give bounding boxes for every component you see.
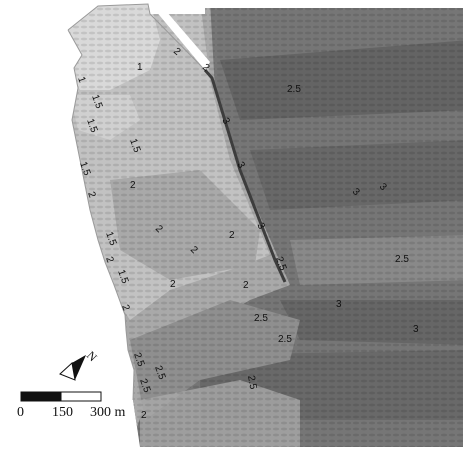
contour-label: 3 (234, 160, 247, 171)
scale-bar: 0 150 300 m (17, 391, 126, 420)
north-label: N (84, 348, 100, 364)
contour-label: 2 (200, 62, 212, 74)
contour-labels: 2 2 1 1 2.5 1.5 1.5 3 1.5 1.5 3 2 2 3 3 … (75, 46, 419, 421)
contour-label: 2 (85, 190, 97, 199)
contour-label: 1 (75, 75, 87, 84)
contour-label: 1.5 (127, 137, 142, 154)
contour-label: 2.5 (137, 377, 152, 394)
contour-label: 1.5 (89, 93, 104, 110)
north-arrow: N (59, 348, 100, 381)
contour-label: 2 (119, 303, 131, 312)
contour-label: 2.5 (278, 334, 292, 345)
contour-label: 2.5 (273, 255, 288, 272)
contour-label: 2.5 (245, 375, 258, 391)
contour-label: 2 (141, 410, 147, 421)
contour-label: 2 (171, 46, 183, 58)
contour-label: 2.5 (395, 254, 409, 265)
contour-label: 3 (219, 116, 232, 127)
contour-label: 2 (130, 180, 136, 191)
contour-label: 2.5 (287, 84, 301, 95)
contour-label: 1.5 (77, 160, 92, 177)
scale-label-0: 0 (17, 405, 24, 420)
contour-label: 1.5 (115, 268, 130, 285)
scale-bar-white-segment (60, 391, 102, 402)
scale-label-300m: 300 m (90, 405, 126, 420)
contour-label: 2 (243, 280, 249, 291)
contour-label: 3 (336, 299, 342, 310)
contour-label: 3 (413, 324, 419, 335)
contour-label: 1.5 (103, 230, 118, 247)
contour-label: 2.5 (131, 351, 146, 368)
coastal-strip (150, 4, 210, 70)
contour-label: 2.5 (152, 364, 167, 381)
contour-label: 2 (103, 255, 115, 264)
contour-label: 2 (170, 279, 176, 290)
contour-label: 1.5 (84, 117, 99, 134)
coastline (67, 3, 206, 401)
contour-label: 2 (229, 230, 235, 241)
scale-bar-black-segment (20, 391, 62, 402)
contour-label: 2.5 (254, 313, 268, 324)
contour-label: 3 (254, 221, 267, 232)
contour-label: 1 (137, 62, 143, 73)
scale-label-150: 150 (52, 405, 73, 420)
